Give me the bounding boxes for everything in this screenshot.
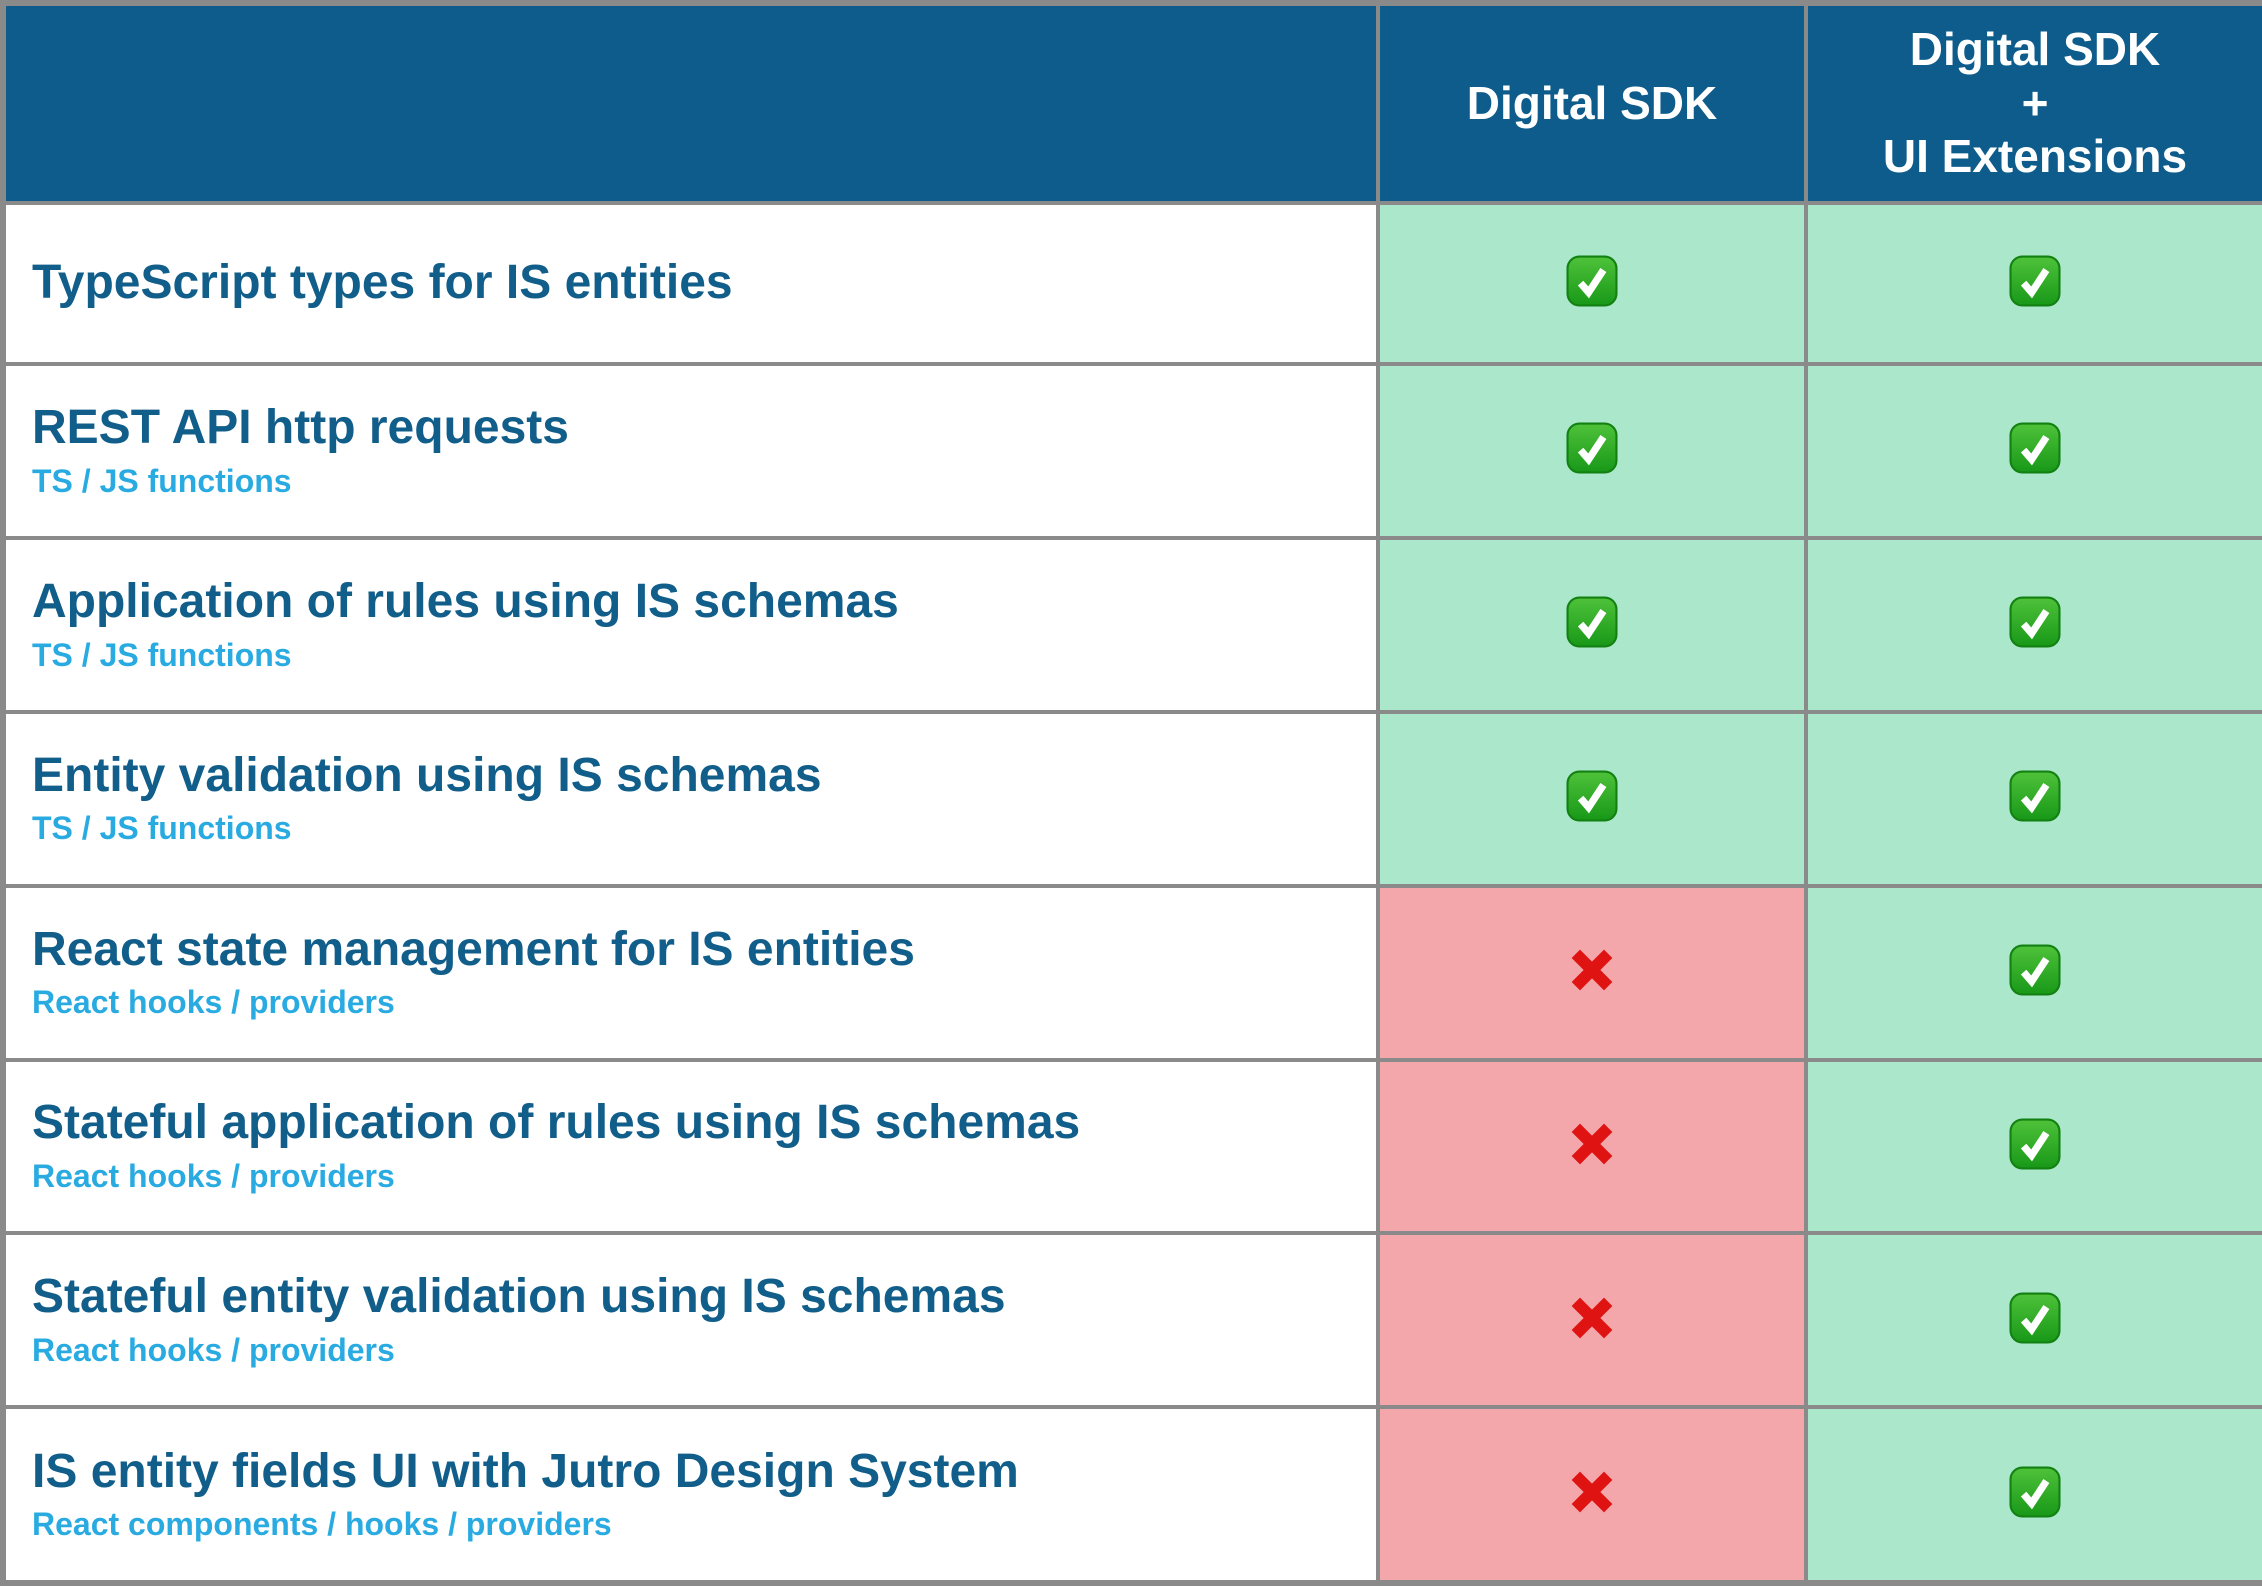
column-header-sdk-ui-extensions: Digital SDK + UI Extensions	[1804, 1, 2262, 205]
feature-title: Entity validation using IS schemas	[32, 748, 822, 802]
feature-cell: Entity validation using IS schemas TS / J…	[1, 709, 1380, 888]
table-row: IS entity fields UI with Jutro Design Sy…	[1, 1405, 2262, 1585]
sdk-ui-extensions-status-cell	[1804, 535, 2262, 714]
digital-sdk-status-cell	[1376, 883, 1808, 1062]
feature-title: Stateful entity validation using IS sche…	[32, 1270, 1006, 1324]
table-row: React state management for IS entities Re…	[1, 883, 2262, 1062]
feature-cell: Stateful application of rules using IS s…	[1, 1057, 1380, 1236]
table-row: TypeScript types for IS entities	[1, 201, 2262, 366]
feature-title: Application of rules using IS schemas	[32, 574, 899, 628]
digital-sdk-status-cell	[1376, 535, 1808, 714]
sdk-ui-extensions-status-cell	[1804, 709, 2262, 888]
cross-icon	[1564, 1116, 1620, 1172]
check-icon	[1565, 769, 1619, 823]
table-row: Stateful entity validation using IS sche…	[1, 1231, 2262, 1410]
feature-cell: React state management for IS entities Re…	[1, 883, 1380, 1062]
sdk-ui-extensions-status-cell	[1804, 1405, 2262, 1585]
table-body: TypeScript types for IS entities REST API…	[1, 201, 2262, 1585]
check-icon	[1565, 254, 1619, 308]
digital-sdk-status-cell	[1376, 1405, 1808, 1585]
check-icon	[2008, 421, 2062, 475]
check-icon	[2008, 769, 2062, 823]
check-icon	[1565, 421, 1619, 475]
check-icon	[2008, 943, 2062, 997]
sdk-ui-extensions-status-cell	[1804, 362, 2262, 540]
sdk-ui-extensions-status-cell	[1804, 1057, 2262, 1236]
check-icon	[2008, 1291, 2062, 1345]
feature-title: IS entity fields UI with Jutro Design Sy…	[32, 1444, 1019, 1498]
check-icon	[2008, 595, 2062, 649]
feature-title: Stateful application of rules using IS s…	[32, 1096, 1081, 1150]
corner-cell	[1, 1, 1380, 205]
sdk-ui-extensions-status-cell	[1804, 883, 2262, 1062]
feature-subtitle: TS / JS functions	[32, 462, 292, 499]
feature-cell: Application of rules using IS schemas TS …	[1, 535, 1380, 714]
header-line: +	[2021, 76, 2049, 129]
feature-title: TypeScript types for IS entities	[32, 256, 733, 310]
table-row: Application of rules using IS schemas TS …	[1, 535, 2262, 714]
cross-icon	[1564, 942, 1620, 998]
table-row: REST API http requests TS / JS functions	[1, 362, 2262, 540]
header-line: Digital SDK	[1909, 23, 2161, 76]
feature-subtitle: TS / JS functions	[32, 636, 292, 673]
header-row: Digital SDK Digital SDK + UI Extensions	[1, 1, 2262, 205]
digital-sdk-status-cell	[1376, 362, 1808, 540]
sdk-ui-extensions-status-cell	[1804, 1231, 2262, 1410]
digital-sdk-status-cell	[1376, 1231, 1808, 1410]
feature-cell: REST API http requests TS / JS functions	[1, 362, 1380, 540]
check-icon	[2008, 254, 2062, 308]
sdk-ui-extensions-status-cell	[1804, 201, 2262, 366]
cross-icon	[1564, 1290, 1620, 1346]
feature-cell: IS entity fields UI with Jutro Design Sy…	[1, 1405, 1380, 1585]
table-row: Stateful application of rules using IS s…	[1, 1057, 2262, 1236]
check-icon	[1565, 595, 1619, 649]
header-line: UI Extensions	[1882, 130, 2188, 183]
digital-sdk-status-cell	[1376, 709, 1808, 888]
column-header-digital-sdk: Digital SDK	[1376, 1, 1808, 205]
digital-sdk-status-cell	[1376, 201, 1808, 366]
feature-subtitle: React hooks / providers	[32, 1158, 395, 1195]
feature-title: React state management for IS entities	[32, 922, 915, 976]
feature-cell: TypeScript types for IS entities	[1, 201, 1380, 366]
feature-subtitle: React components / hooks / providers	[32, 1506, 612, 1543]
feature-subtitle: React hooks / providers	[32, 984, 395, 1021]
feature-title: REST API http requests	[32, 400, 569, 454]
feature-subtitle: TS / JS functions	[32, 810, 292, 847]
check-icon	[2008, 1117, 2062, 1171]
cross-icon	[1564, 1464, 1620, 1520]
feature-subtitle: React hooks / providers	[32, 1332, 395, 1369]
digital-sdk-status-cell	[1376, 1057, 1808, 1236]
table-row: Entity validation using IS schemas TS / J…	[1, 709, 2262, 888]
check-icon	[2008, 1465, 2062, 1519]
feature-cell: Stateful entity validation using IS sche…	[1, 1231, 1380, 1410]
